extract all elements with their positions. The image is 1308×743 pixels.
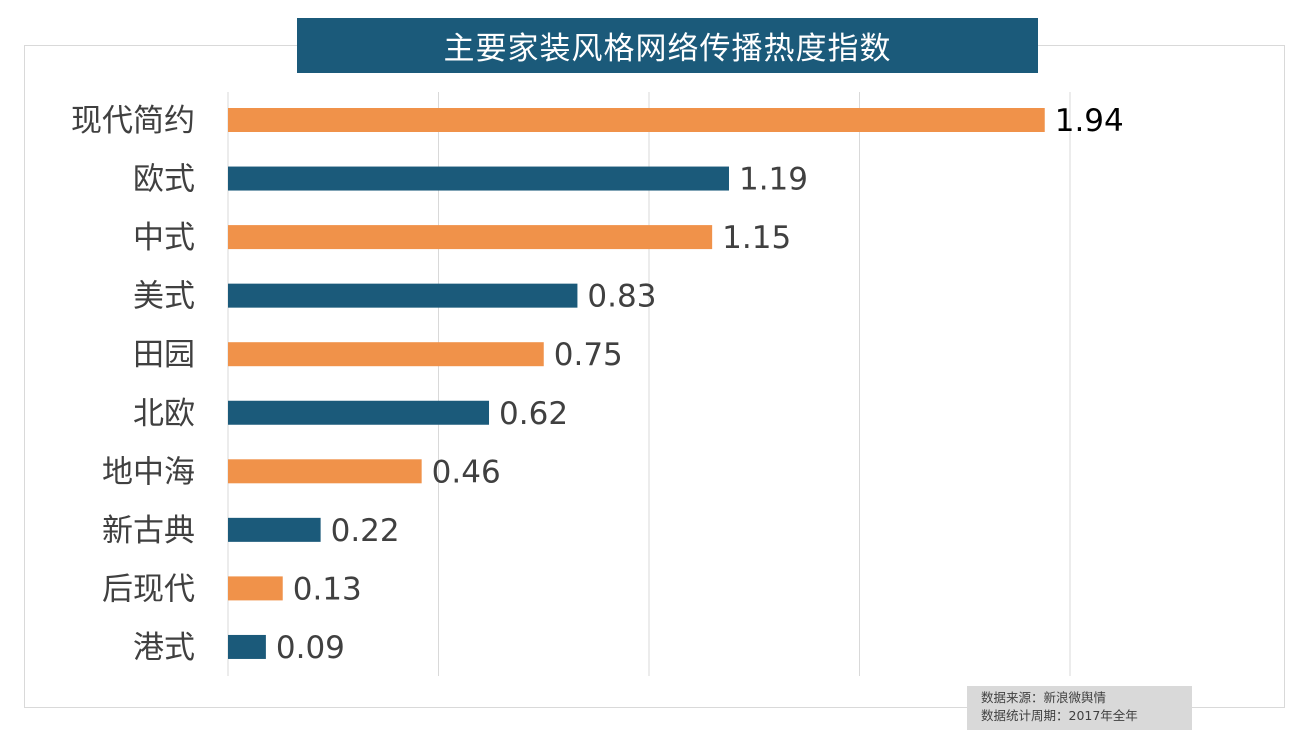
value-label: 0.09 (276, 630, 345, 666)
bar (228, 283, 578, 308)
category-label: 美式 (133, 279, 195, 315)
category-label: 北欧 (133, 396, 195, 432)
category-label: 后现代 (102, 571, 195, 607)
value-label: 0.62 (499, 396, 568, 432)
value-label: 0.22 (331, 513, 400, 549)
bar (228, 108, 1045, 132)
bar (228, 166, 729, 191)
category-label: 中式 (133, 220, 195, 256)
bar (228, 342, 544, 367)
bar (228, 459, 422, 484)
category-label: 现代简约 (71, 103, 195, 139)
category-label: 欧式 (133, 162, 195, 198)
category-label: 地中海 (102, 454, 195, 490)
value-label: 1.94 (1055, 103, 1124, 139)
chart-title: 主要家装风格网络传播热度指数 (297, 18, 1038, 73)
bar (228, 225, 713, 250)
footnote: 数据来源：新浪微舆情 数据统计周期：2017年全年 (967, 686, 1192, 730)
value-label: 0.46 (432, 454, 501, 490)
bar (228, 400, 490, 425)
value-label: 1.19 (739, 162, 808, 198)
category-label: 港式 (133, 630, 195, 666)
bar (228, 576, 283, 601)
category-label: 田园 (133, 337, 195, 373)
value-label: 0.75 (554, 337, 623, 373)
category-label: 新古典 (102, 513, 195, 549)
bar (228, 517, 321, 542)
value-label: 0.13 (293, 571, 362, 607)
value-label: 0.83 (587, 279, 656, 315)
value-label: 1.15 (722, 220, 791, 256)
footnote-source: 数据来源：新浪微舆情 (981, 690, 1107, 705)
footnote-period: 数据统计周期：2017年全年 (981, 708, 1138, 723)
bar (228, 634, 266, 659)
